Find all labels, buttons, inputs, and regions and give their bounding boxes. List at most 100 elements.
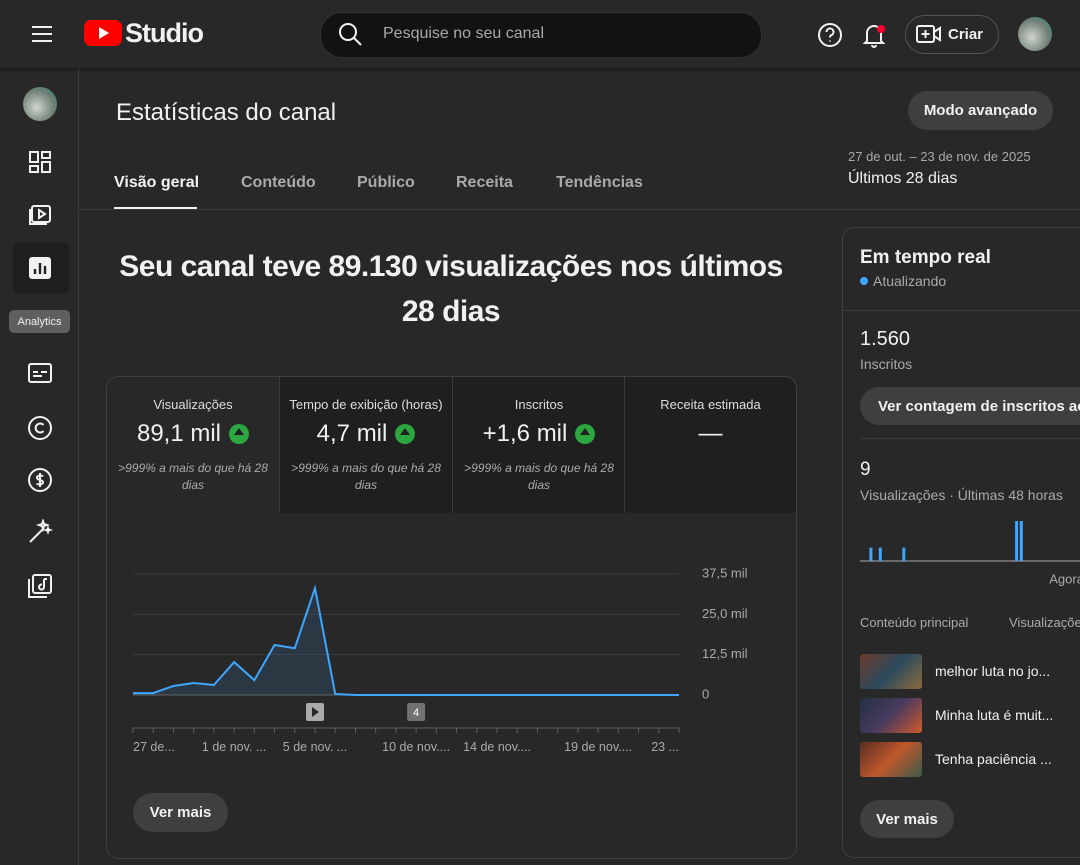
video-thumbnail[interactable] xyxy=(860,742,922,777)
create-icon[interactable] xyxy=(916,24,942,44)
tabs-divider xyxy=(79,209,1080,210)
create-label[interactable]: Criar xyxy=(948,26,984,43)
y-tick-label: 12,5 mil xyxy=(702,646,748,661)
account-avatar[interactable] xyxy=(1018,17,1052,51)
dashboard-icon[interactable] xyxy=(28,150,52,174)
x-tick-label: 1 de nov. ... xyxy=(202,740,266,754)
bar xyxy=(878,547,882,561)
metric-label: Inscritos xyxy=(514,397,564,412)
x-tick-label: 27 de... xyxy=(133,740,175,754)
period[interactable]: Últimos 28 dias xyxy=(848,170,958,187)
logo-icon[interactable] xyxy=(84,20,122,46)
search-box[interactable] xyxy=(320,12,762,58)
date-range[interactable]: 27 de out. – 23 de nov. de 2025 xyxy=(848,149,1031,164)
area xyxy=(133,588,679,695)
video-marker-icon xyxy=(312,707,319,717)
column-header: Conteúdo principal xyxy=(860,615,969,630)
video-thumbnail[interactable] xyxy=(860,698,922,733)
video-title[interactable]: Minha luta é muit... xyxy=(935,707,1054,723)
tab-underline xyxy=(114,207,197,210)
page-title: Estatísticas do canal xyxy=(116,99,337,126)
advanced-mode-button[interactable]: Modo avançado xyxy=(908,91,1053,130)
see-more-button[interactable]: Ver mais xyxy=(133,793,228,832)
metric-card[interactable]: Receita estimada — xyxy=(624,377,796,513)
y-tick-label: 0 xyxy=(702,686,709,701)
divider xyxy=(860,438,1080,439)
column-header: Visualizações xyxy=(1009,615,1080,630)
audio-library-icon[interactable] xyxy=(27,573,53,599)
subscriber-label: Inscritos xyxy=(860,356,913,372)
analytics-tooltip: Analytics xyxy=(9,310,70,333)
subtitles-icon[interactable] xyxy=(27,362,53,384)
metric-note: >999% a mais do que há 28 dias xyxy=(118,461,268,492)
logo-text[interactable]: Studio xyxy=(125,18,204,48)
search-icon[interactable] xyxy=(338,22,364,48)
metric-label: Visualizações xyxy=(153,397,233,412)
metric-value: — xyxy=(698,420,723,447)
metric-value: 4,7 mil xyxy=(316,420,388,447)
up-icon xyxy=(229,424,250,444)
y-tick-label: 37,5 mil xyxy=(702,565,748,580)
tab[interactable]: Conteúdo xyxy=(241,174,316,191)
realtime-card xyxy=(842,227,1080,858)
analytics-icon[interactable] xyxy=(29,257,51,279)
live-count-button[interactable]: Ver contagem de inscritos ao vivo xyxy=(860,387,1080,425)
subscriber-count: 1.560 xyxy=(860,328,911,350)
copyright-icon[interactable] xyxy=(27,415,53,441)
metric-card[interactable]: Tempo de exibição (horas) 4,7 mil >999% … xyxy=(279,377,452,513)
tab[interactable]: Receita xyxy=(456,174,513,191)
realtime-status: Atualizando xyxy=(873,273,947,289)
metric-card[interactable]: Inscritos +1,6 mil >999% a mais do que h… xyxy=(452,377,625,513)
metric-value: 89,1 mil xyxy=(136,420,222,447)
search-placeholder[interactable]: Pesquise no seu canal xyxy=(383,25,544,42)
bar xyxy=(1015,521,1019,561)
channel-avatar[interactable] xyxy=(23,87,57,121)
metric-note: >999% a mais do que há 28 dias xyxy=(464,461,614,492)
menu-icon[interactable] xyxy=(30,24,54,44)
bar xyxy=(1019,521,1023,561)
up-icon xyxy=(395,424,416,444)
tab[interactable]: Público xyxy=(357,174,415,191)
bar xyxy=(869,547,873,561)
bar xyxy=(902,547,906,561)
metric-value: +1,6 mil xyxy=(482,420,568,447)
notifications-icon[interactable] xyxy=(860,20,890,50)
video-title[interactable]: Tenha paciência ... xyxy=(935,751,1052,767)
customize-icon[interactable] xyxy=(27,519,53,545)
x-tick-label: 5 de nov. ... xyxy=(283,740,347,754)
x-tick-label: 10 de nov.... xyxy=(382,740,450,754)
realtime-views: 9 xyxy=(860,459,871,480)
sidebar-divider xyxy=(78,68,79,865)
annotation-label: 4 xyxy=(413,707,419,719)
x-tick-label: 19 de nov.... xyxy=(564,740,632,754)
tab[interactable]: Visão geral xyxy=(114,174,200,191)
video-thumbnail[interactable] xyxy=(860,654,922,689)
divider xyxy=(843,310,1080,311)
up-icon xyxy=(575,424,596,444)
realtime-title: Em tempo real xyxy=(860,247,991,268)
x-tick-label: 14 de nov.... xyxy=(463,740,531,754)
line xyxy=(133,584,679,696)
y-tick-label: 25,0 mil xyxy=(702,606,748,621)
overview-card xyxy=(106,376,797,859)
earn-icon[interactable] xyxy=(27,467,53,493)
metric-label: Receita estimada xyxy=(660,397,761,412)
help-icon[interactable] xyxy=(816,21,844,49)
live-dot xyxy=(860,277,868,285)
video-title[interactable]: melhor luta no jo... xyxy=(935,663,1051,679)
tab[interactable]: Tendências xyxy=(556,174,643,191)
annotation-marker xyxy=(407,703,426,721)
create-button[interactable] xyxy=(905,15,999,54)
metric-label: Tempo de exibição (horas) xyxy=(289,397,443,412)
headline: Seu canal teve 89.130 visualizações nos … xyxy=(119,250,783,328)
metric-note: >999% a mais do que há 28 dias xyxy=(291,461,441,492)
see-more-button[interactable]: Ver mais xyxy=(860,800,954,838)
x-tick-label: Agora xyxy=(1049,571,1080,586)
metric-card[interactable]: Visualizações 89,1 mil >999% a mais do q… xyxy=(107,377,279,513)
realtime-views-label: Visualizações · Últimas 48 horas xyxy=(860,487,1063,503)
x-tick-label: 23 ... xyxy=(651,740,679,754)
content-icon[interactable] xyxy=(28,202,52,226)
